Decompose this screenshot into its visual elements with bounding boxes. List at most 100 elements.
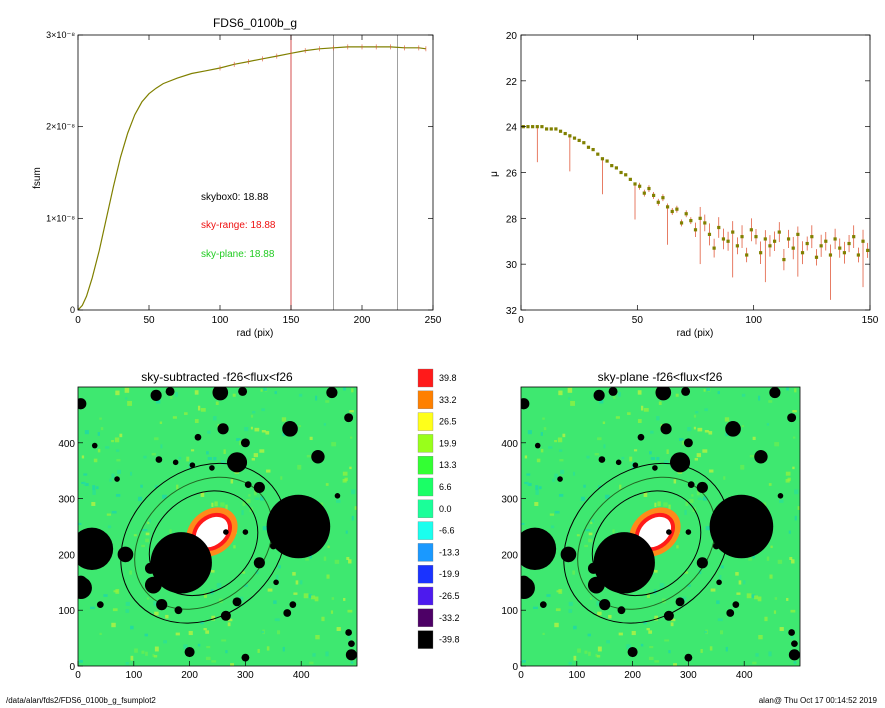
noise-speck [197,405,201,411]
star-mask [685,529,692,535]
noise-speck [205,630,210,634]
noise-speck [253,453,258,458]
noise-speck [608,614,612,619]
noise-speck [165,614,169,619]
noise-speck [555,608,561,612]
noise-speck [115,449,120,452]
data-point [777,230,781,234]
noise-speck [213,416,217,421]
star-mask [712,542,720,550]
growth-curve-panel: FDS6_0100b_g 0 50 100 150 200 250 0 1×10⁻⁸ 2×10⁻… [32,16,442,339]
star-mask [716,579,722,586]
noise-speck [603,444,606,449]
noise-speck [259,496,265,501]
star-mask [521,527,557,571]
data-point [712,246,716,250]
y-tick-label: 0 [69,662,75,673]
x-axis-label: rad (pix) [677,328,714,339]
noise-speck [154,437,159,441]
star-mask [184,647,195,658]
noise-speck [794,515,797,521]
noise-speck [643,492,648,497]
data-point [535,125,539,129]
aperture-ellipse [120,462,287,624]
image-title: sky-plane -f26<flux<f26 [598,370,723,384]
aperture-ellipse [563,462,730,624]
noise-speck [554,510,560,514]
noise-speck [650,430,654,434]
x-tick-label: 100 [125,670,142,681]
noise-speck [144,633,148,637]
star-mask [534,442,541,449]
x-tick-label: 400 [293,670,310,681]
noise-speck [334,559,340,564]
noise-speck [250,414,254,418]
star-mask [78,575,88,589]
y-axis-label: fsum [32,167,43,189]
data-point [782,257,786,262]
noise-speck [633,449,638,452]
data-point [847,241,851,246]
star-mask [273,579,279,586]
noise-speck [605,494,610,499]
noise-speck [631,466,634,470]
noise-speck [572,570,576,575]
noise-speck [573,655,577,661]
noise-speck [282,646,285,652]
colorbar-label: 26.5 [439,417,457,427]
y-tick-label: 20 [506,31,518,42]
noise-speck [104,446,110,449]
noise-speck [92,485,96,491]
data-point [596,152,600,156]
data-point [610,164,614,168]
noise-speck [597,611,602,616]
data-point [549,127,553,131]
star-mask [663,610,674,621]
noise-speck [125,609,130,613]
star-mask [282,421,298,437]
noise-speck [584,650,588,654]
noise-speck [572,471,576,476]
star-mask [289,601,297,608]
noise-speck [656,416,660,421]
noise-speck [793,661,797,664]
noise-speck [188,630,193,636]
data-point [707,232,712,236]
star-mask [283,609,292,617]
noise-speck [203,593,207,598]
noise-speck [242,501,246,506]
noise-speck [673,663,677,666]
noise-speck [265,431,270,435]
noise-speck [706,387,711,391]
noise-speck [145,651,148,656]
colorbar-swatch [417,630,434,649]
noise-speck [298,393,303,397]
star-mask [669,452,691,473]
noise-speck [95,486,99,490]
data-point [526,125,530,129]
noise-speck [794,489,799,495]
noise-speck [558,493,564,497]
noise-speck [154,611,159,616]
noise-speck [251,458,255,461]
noise-speck [696,490,700,496]
noise-speck [92,489,96,495]
noise-speck [323,556,327,561]
noise-speck [646,628,650,631]
galaxy-core [195,516,229,548]
noise-speck [211,615,216,621]
noise-speck [225,504,228,510]
noise-speck [106,513,112,516]
noise-speck [576,534,580,537]
noise-speck [792,410,797,413]
star-mask [253,557,265,569]
data-point [866,248,870,253]
noise-speck [220,460,226,465]
noise-speck [752,554,755,559]
noise-speck [668,650,671,654]
noise-speck [591,519,595,523]
y-tick-label: 200 [58,550,75,561]
star-mask [593,389,605,401]
data-point [665,205,670,209]
